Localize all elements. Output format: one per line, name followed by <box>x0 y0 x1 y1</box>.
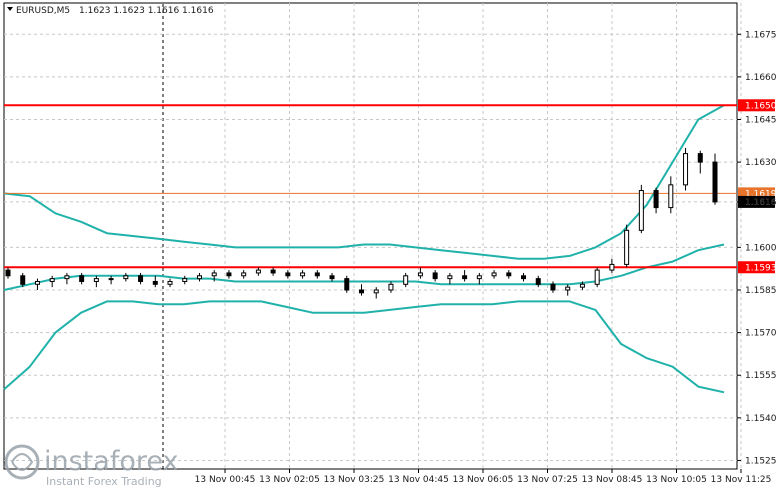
candle-body <box>285 272 291 277</box>
candle-body <box>49 278 55 282</box>
candle-body <box>432 272 438 280</box>
candle-body <box>697 153 703 163</box>
watermark: instaforex Instant Forex Trading <box>4 444 178 488</box>
candle-body <box>211 272 217 277</box>
time-axis: 13 Nov 00:45 13 Nov 02:05 13 Nov 03:25 13 N… <box>195 469 772 485</box>
level-price-label: 1.1616 <box>745 198 777 208</box>
level-price-tag <box>738 261 775 274</box>
candle-body <box>344 278 350 291</box>
candle-body <box>226 272 232 277</box>
candle-body <box>255 269 261 274</box>
candle-body <box>565 286 571 291</box>
logo-swirl-icon <box>11 453 34 471</box>
candlesticks <box>5 147 718 299</box>
candle-body <box>138 275 144 282</box>
candle-body <box>182 278 188 282</box>
candle-body <box>300 272 306 277</box>
price-tick-label: 1.1645 <box>745 116 777 126</box>
candle-body <box>20 275 26 285</box>
price-tick-label: 1.1600 <box>745 243 777 253</box>
candle-body <box>388 283 394 291</box>
candle-body <box>491 272 497 277</box>
candle-body <box>462 275 468 280</box>
candle-body <box>241 272 247 277</box>
candle-body <box>535 278 541 285</box>
candle-body <box>638 190 644 231</box>
watermark-tagline: Instant Forex Trading <box>46 475 162 488</box>
bollinger-bands <box>3 104 725 394</box>
candle-body <box>609 263 615 271</box>
candle-body <box>403 275 409 285</box>
candle-body <box>506 272 512 277</box>
candle-body <box>624 229 630 265</box>
price-tick-label: 1.1660 <box>745 73 777 83</box>
price-tick-label: 1.1675 <box>745 30 777 40</box>
grid <box>4 3 742 469</box>
time-tick-label: 13 Nov 04:45 <box>388 475 449 485</box>
time-tick-label: 13 Nov 08:45 <box>582 475 643 485</box>
logo-icon <box>4 444 40 480</box>
ohlc-values: 1.1623 1.1623 1.1616 1.1616 <box>79 6 214 16</box>
candle-body <box>712 161 718 203</box>
dropdown-triangle-icon[interactable] <box>7 7 13 11</box>
price-tick-label: 1.1540 <box>745 414 777 424</box>
candle-body <box>123 275 129 280</box>
candle-body <box>64 275 70 280</box>
candle-body <box>152 280 158 285</box>
candle-body <box>314 272 320 277</box>
level-price-label: 1.1650 <box>745 101 777 111</box>
time-tick-label: 13 Nov 03:25 <box>324 475 385 485</box>
price-tick-label: 1.1616 <box>745 198 777 208</box>
time-tick-label: 13 Nov 11:25 <box>711 475 772 485</box>
price-tick-label: 1.1570 <box>745 329 777 339</box>
symbol-label: EURUSD,M5 <box>16 6 70 16</box>
candle-body <box>373 289 379 294</box>
candle-body <box>521 275 527 280</box>
candle-body <box>476 275 482 280</box>
horizontal-levels: 1.1650 1.1619 1.1593 1.1616 <box>4 99 777 274</box>
level-price-label: 1.1619 <box>745 189 777 199</box>
candle-body <box>79 275 85 282</box>
price-tick-label: 1.1555 <box>745 371 777 381</box>
time-tick-label: 13 Nov 02:05 <box>259 475 320 485</box>
price-tick-label: 1.1630 <box>745 158 777 168</box>
candle-body <box>668 184 674 209</box>
time-tick-label: 13 Nov 10:05 <box>646 475 707 485</box>
candle-body <box>653 190 659 209</box>
watermark-brand: instaforex <box>44 446 178 477</box>
candle-body <box>93 278 99 282</box>
level-price-label: 1.1593 <box>745 263 777 273</box>
bollinger-lower-line <box>3 300 725 394</box>
price-tick-label: 1.1525 <box>745 456 777 466</box>
price-axis: 1.1675 1.1660 1.1645 1.1630 1.1616 1.1600 1.15… <box>737 30 777 466</box>
bollinger-upper-line <box>3 104 725 260</box>
level-price-tag <box>738 195 775 208</box>
candle-body <box>447 275 453 280</box>
candle-body <box>196 275 202 280</box>
time-tick-label: 13 Nov 00:45 <box>195 475 256 485</box>
level-price-tag <box>738 99 775 112</box>
candle-body <box>167 280 173 285</box>
candle-body <box>108 278 114 281</box>
candle-body <box>579 283 585 288</box>
time-tick-label: 13 Nov 07:25 <box>517 475 578 485</box>
candle-body <box>683 153 689 186</box>
candle-body <box>329 275 335 280</box>
candle-body <box>5 269 11 277</box>
chart-header: EURUSD,M5 1.1623 1.1623 1.1616 1.1616 <box>7 6 214 16</box>
candle-body <box>594 269 600 285</box>
candle-body <box>417 272 423 277</box>
candle-body <box>550 283 556 291</box>
time-tick-label: 13 Nov 06:05 <box>453 475 514 485</box>
candle-body <box>270 269 276 274</box>
candle-body <box>359 289 364 294</box>
candle-body <box>34 280 40 285</box>
price-tick-label: 1.1585 <box>745 286 777 296</box>
